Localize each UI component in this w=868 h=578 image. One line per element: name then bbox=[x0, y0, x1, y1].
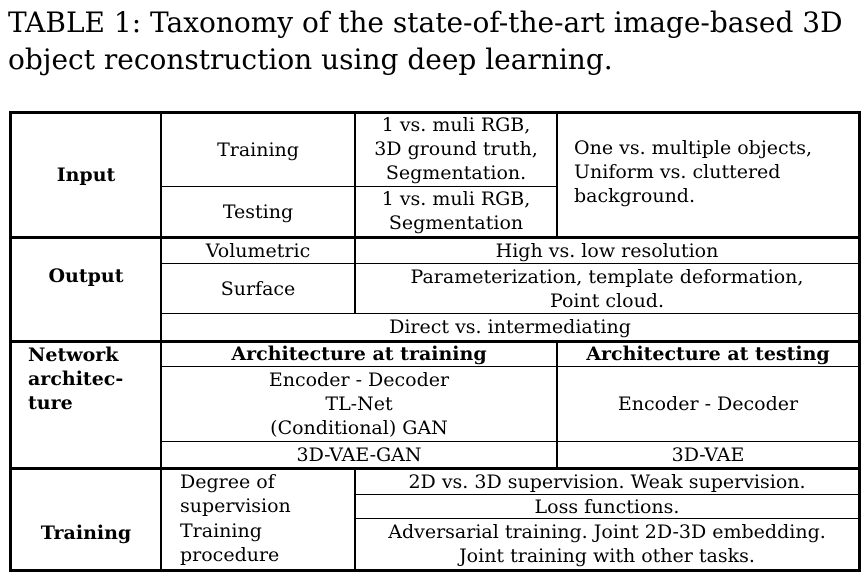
column-divider bbox=[354, 469, 356, 569]
arch-testing-last: 3D-VAE bbox=[671, 443, 745, 466]
table-top-border bbox=[9, 111, 861, 114]
section-network-title: Network architec- ture bbox=[28, 344, 124, 414]
column-divider bbox=[556, 342, 558, 467]
arch-testing-header: Architecture at testing bbox=[586, 343, 830, 365]
training-degree-label: Degree of supervision bbox=[180, 471, 291, 517]
output-volumetric-detail: High vs. low resolution bbox=[495, 240, 719, 262]
arch-testing-item: Encoder - Decoder bbox=[617, 393, 799, 415]
column-divider bbox=[354, 238, 356, 313]
arch-training-list: Encoder - Decoder TL-Net (Conditional) G… bbox=[268, 369, 450, 439]
section-training-title: Training bbox=[40, 521, 132, 544]
training-procedure-label: Training procedure bbox=[180, 520, 280, 566]
row-divider bbox=[160, 263, 858, 264]
training-degree-detail-2: Loss functions. bbox=[534, 495, 680, 518]
table-bottom-border bbox=[9, 569, 861, 572]
column-divider bbox=[160, 111, 162, 340]
column-divider bbox=[556, 111, 558, 236]
input-testing-detail: 1 vs. muli RGB, Segmentation bbox=[381, 188, 531, 234]
output-volumetric-label: Volumetric bbox=[205, 240, 311, 262]
training-degree-detail-1: 2D vs. 3D supervision. Weak supervision. bbox=[408, 471, 806, 493]
caption-line-2: object reconstruction using deep learnin… bbox=[8, 43, 613, 76]
row-divider bbox=[160, 313, 858, 314]
section-divider bbox=[9, 236, 861, 239]
section-output-title: Output bbox=[48, 265, 124, 287]
row-divider bbox=[160, 366, 858, 367]
row-divider bbox=[354, 494, 858, 495]
input-objects-detail: One vs. multiple objects, Uniform vs. cl… bbox=[574, 137, 813, 207]
section-divider bbox=[9, 340, 861, 343]
column-divider bbox=[160, 342, 162, 467]
output-surface-detail: Parameterization, template deformation, … bbox=[410, 265, 804, 312]
input-training-label: Training bbox=[217, 139, 299, 161]
caption-line-1: TABLE 1: Taxonomy of the state-of-the-ar… bbox=[8, 6, 843, 39]
column-divider bbox=[160, 467, 162, 572]
arch-training-header: Architecture at training bbox=[231, 343, 487, 365]
column-divider bbox=[354, 111, 356, 236]
section-input-title: Input bbox=[56, 164, 116, 186]
row-divider bbox=[354, 518, 858, 519]
arch-training-last: 3D-VAE-GAN bbox=[296, 443, 422, 466]
row-divider bbox=[160, 186, 557, 187]
row-divider bbox=[160, 441, 858, 442]
table-caption: TABLE 1: Taxonomy of the state-of-the-ar… bbox=[8, 4, 864, 78]
input-testing-label: Testing bbox=[222, 200, 294, 223]
output-direct-detail: Direct vs. intermediating bbox=[389, 316, 631, 338]
training-procedure-detail: Adversarial training. Joint 2D-3D embedd… bbox=[388, 521, 826, 567]
section-divider bbox=[9, 467, 861, 470]
input-training-detail: 1 vs. muli RGB, 3D ground truth, Segment… bbox=[374, 114, 538, 184]
output-surface-label: Surface bbox=[220, 277, 296, 300]
